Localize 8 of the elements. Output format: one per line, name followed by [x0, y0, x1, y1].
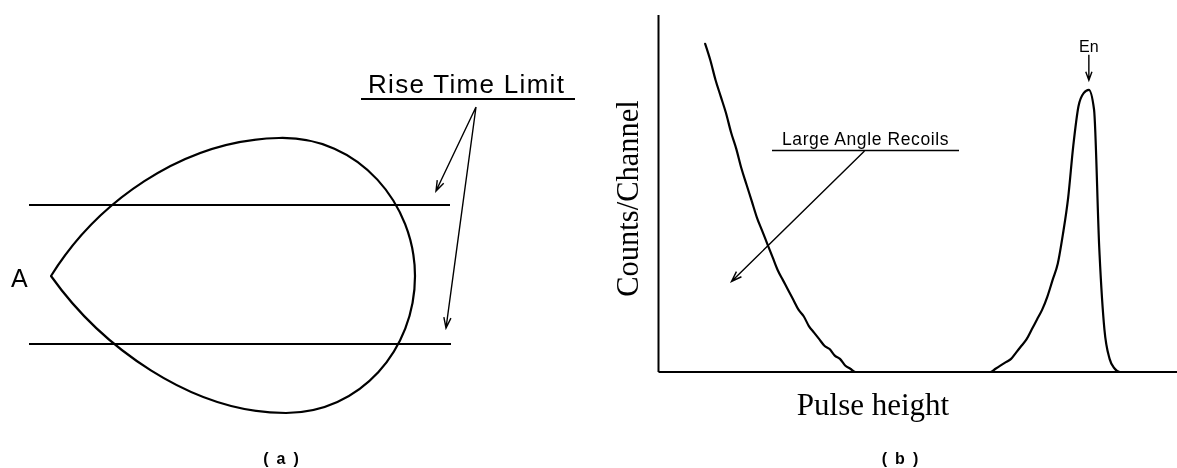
text: (a) [263, 450, 307, 467]
x-axis-title: Pulse height [796, 387, 950, 422]
text: (b) [881, 450, 927, 467]
text: Rise Time Limit [368, 69, 566, 99]
y-axis-title: Counts/Channel [610, 100, 645, 297]
annotation: En [1079, 37, 1099, 55]
annotation: Large Angle Recoils [782, 129, 950, 149]
text: A [11, 264, 28, 292]
